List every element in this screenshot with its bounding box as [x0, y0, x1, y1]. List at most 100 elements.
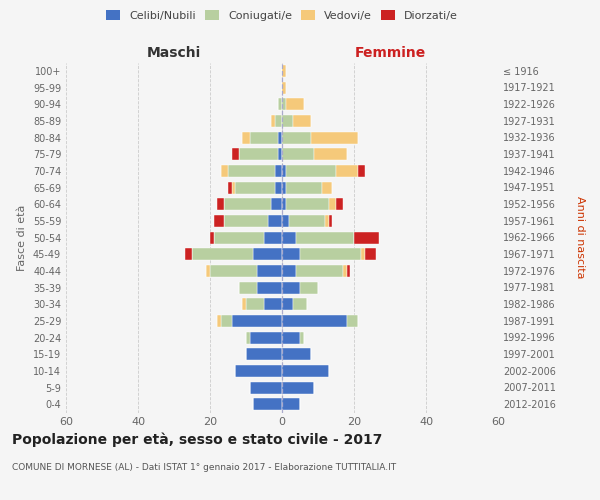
Bar — [253, 398, 282, 410]
Bar — [282, 332, 300, 344]
Bar — [242, 132, 250, 143]
Bar — [296, 265, 343, 277]
Bar — [278, 98, 282, 110]
Bar — [282, 348, 311, 360]
Bar — [253, 248, 282, 260]
Text: COMUNE DI MORNESE (AL) - Dati ISTAT 1° gennaio 2017 - Elaborazione TUTTITALIA.IT: COMUNE DI MORNESE (AL) - Dati ISTAT 1° g… — [12, 462, 396, 471]
Bar — [322, 182, 332, 194]
Bar — [278, 132, 282, 143]
Bar — [282, 82, 286, 94]
Bar — [221, 315, 232, 327]
Bar — [314, 148, 347, 160]
Bar — [239, 282, 257, 294]
Bar — [257, 265, 282, 277]
Bar — [224, 215, 268, 227]
Bar — [343, 265, 347, 277]
Bar — [232, 182, 235, 194]
Bar — [235, 365, 282, 377]
Bar — [286, 98, 304, 110]
Bar — [300, 282, 318, 294]
Bar — [246, 298, 264, 310]
Bar — [271, 115, 275, 127]
Bar — [264, 232, 282, 243]
Bar — [282, 148, 314, 160]
Bar — [206, 265, 210, 277]
Bar — [275, 115, 282, 127]
Bar — [311, 132, 358, 143]
Bar — [221, 165, 228, 177]
Bar — [365, 248, 376, 260]
Bar — [282, 315, 347, 327]
Bar — [210, 265, 257, 277]
Bar — [282, 248, 300, 260]
Bar — [354, 232, 379, 243]
Bar — [214, 232, 264, 243]
Bar — [329, 215, 332, 227]
Bar — [286, 198, 329, 210]
Bar — [275, 182, 282, 194]
Bar — [214, 215, 224, 227]
Bar — [282, 115, 293, 127]
Bar — [282, 232, 296, 243]
Bar — [250, 332, 282, 344]
Bar — [250, 382, 282, 394]
Bar — [185, 248, 192, 260]
Bar — [282, 265, 296, 277]
Bar — [210, 232, 214, 243]
Bar — [271, 198, 282, 210]
Bar — [336, 198, 343, 210]
Bar — [217, 198, 224, 210]
Bar — [264, 298, 282, 310]
Bar — [282, 198, 286, 210]
Bar — [239, 148, 278, 160]
Bar — [250, 132, 278, 143]
Bar — [282, 98, 286, 110]
Bar — [242, 298, 246, 310]
Bar — [282, 365, 329, 377]
Text: Maschi: Maschi — [147, 46, 201, 60]
Bar — [278, 148, 282, 160]
Y-axis label: Fasce di età: Fasce di età — [17, 204, 27, 270]
Bar — [246, 332, 250, 344]
Bar — [192, 248, 253, 260]
Bar — [286, 165, 336, 177]
Bar — [232, 148, 239, 160]
Bar — [289, 215, 325, 227]
Bar — [235, 182, 275, 194]
Bar — [296, 232, 354, 243]
Bar — [361, 248, 365, 260]
Bar — [282, 165, 286, 177]
Bar — [282, 398, 300, 410]
Legend: Celibi/Nubili, Coniugati/e, Vedovi/e, Diorzati/e: Celibi/Nubili, Coniugati/e, Vedovi/e, Di… — [101, 6, 463, 25]
Bar — [217, 315, 221, 327]
Bar — [232, 315, 282, 327]
Bar — [246, 348, 282, 360]
Bar — [282, 132, 311, 143]
Bar — [282, 65, 286, 77]
Bar — [228, 165, 275, 177]
Bar — [293, 115, 311, 127]
Bar — [293, 298, 307, 310]
Bar — [282, 382, 314, 394]
Bar — [300, 332, 304, 344]
Bar — [268, 215, 282, 227]
Bar — [282, 182, 286, 194]
Bar — [275, 165, 282, 177]
Text: Femmine: Femmine — [355, 46, 425, 60]
Bar — [286, 182, 322, 194]
Bar — [329, 198, 336, 210]
Bar — [336, 165, 358, 177]
Bar — [224, 198, 271, 210]
Bar — [300, 248, 361, 260]
Bar — [325, 215, 329, 227]
Bar — [228, 182, 232, 194]
Bar — [358, 165, 365, 177]
Bar — [282, 215, 289, 227]
Text: Popolazione per età, sesso e stato civile - 2017: Popolazione per età, sesso e stato civil… — [12, 432, 382, 447]
Bar — [257, 282, 282, 294]
Bar — [282, 298, 293, 310]
Bar — [347, 265, 350, 277]
Y-axis label: Anni di nascita: Anni di nascita — [575, 196, 585, 278]
Bar — [347, 315, 358, 327]
Bar — [282, 282, 300, 294]
